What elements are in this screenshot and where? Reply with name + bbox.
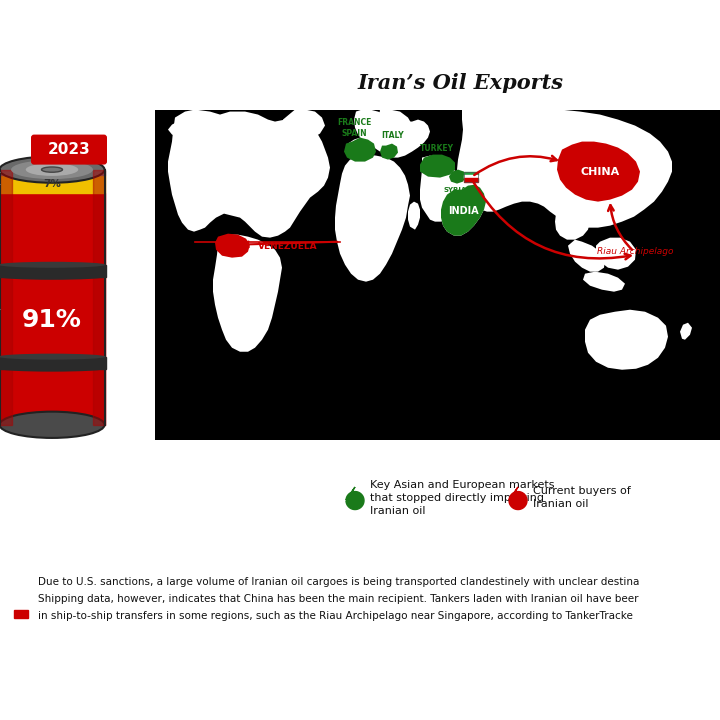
Polygon shape bbox=[378, 109, 412, 140]
Polygon shape bbox=[168, 122, 188, 137]
Polygon shape bbox=[568, 240, 605, 271]
Polygon shape bbox=[557, 142, 640, 202]
Text: nian exports, in contrast to periods without sanctions: nian exports, in contrast to periods wit… bbox=[4, 14, 532, 32]
Bar bbox=[155, 109, 720, 440]
Text: Riau Archipelago: Riau Archipelago bbox=[597, 247, 673, 256]
Polygon shape bbox=[464, 171, 478, 175]
Polygon shape bbox=[346, 487, 364, 510]
Polygon shape bbox=[215, 234, 250, 258]
Polygon shape bbox=[583, 271, 625, 292]
Polygon shape bbox=[464, 175, 478, 179]
Polygon shape bbox=[360, 122, 376, 138]
Polygon shape bbox=[0, 192, 104, 425]
Text: TURKEY: TURKEY bbox=[420, 143, 454, 153]
Polygon shape bbox=[596, 238, 636, 270]
Polygon shape bbox=[441, 184, 486, 235]
Text: 7%: 7% bbox=[43, 179, 61, 189]
Text: INDIA: INDIA bbox=[448, 206, 478, 215]
Polygon shape bbox=[354, 109, 430, 158]
Polygon shape bbox=[380, 143, 398, 160]
Polygon shape bbox=[335, 155, 410, 282]
Polygon shape bbox=[509, 487, 527, 510]
Ellipse shape bbox=[0, 274, 106, 280]
Text: FRANCE
SPAIN: FRANCE SPAIN bbox=[337, 118, 372, 138]
Polygon shape bbox=[408, 202, 420, 230]
Bar bbox=[464, 171, 478, 181]
Polygon shape bbox=[0, 265, 106, 276]
Ellipse shape bbox=[0, 354, 106, 360]
Polygon shape bbox=[213, 235, 282, 352]
Text: Current buyers of
Iranian oil: Current buyers of Iranian oil bbox=[533, 486, 631, 510]
Text: in ship-to-ship transfers in some regions, such as the Riau Archipelago near Sin: in ship-to-ship transfers in some region… bbox=[38, 611, 633, 621]
Polygon shape bbox=[348, 138, 370, 160]
Ellipse shape bbox=[0, 156, 104, 183]
Text: Shipping data, however, indicates that China has been the main recipient. Tanker: Shipping data, however, indicates that C… bbox=[38, 594, 639, 604]
Ellipse shape bbox=[0, 262, 106, 268]
Polygon shape bbox=[464, 179, 478, 181]
Polygon shape bbox=[680, 323, 692, 340]
FancyBboxPatch shape bbox=[31, 135, 107, 165]
Polygon shape bbox=[420, 156, 465, 222]
Text: SYRIA: SYRIA bbox=[444, 186, 467, 193]
Text: 91%: 91% bbox=[22, 308, 82, 333]
Polygon shape bbox=[0, 170, 104, 175]
Ellipse shape bbox=[0, 366, 106, 372]
Polygon shape bbox=[0, 175, 104, 192]
Text: Due to U.S. sanctions, a large volume of Iranian oil cargoes is being transporte: Due to U.S. sanctions, a large volume of… bbox=[38, 577, 639, 587]
Polygon shape bbox=[449, 170, 466, 184]
Ellipse shape bbox=[0, 412, 104, 438]
Text: 2023: 2023 bbox=[48, 142, 91, 157]
Text: CHINA: CHINA bbox=[580, 166, 620, 176]
Polygon shape bbox=[344, 138, 376, 161]
Polygon shape bbox=[422, 109, 672, 228]
Polygon shape bbox=[283, 109, 325, 142]
Polygon shape bbox=[555, 204, 590, 240]
Polygon shape bbox=[92, 170, 104, 425]
Polygon shape bbox=[635, 186, 645, 197]
Polygon shape bbox=[0, 356, 106, 369]
Text: Key Asian and European markets
that stopped directly importing
Iranian oil: Key Asian and European markets that stop… bbox=[370, 480, 554, 516]
Polygon shape bbox=[14, 610, 28, 618]
Ellipse shape bbox=[42, 167, 63, 172]
Polygon shape bbox=[441, 184, 486, 235]
Polygon shape bbox=[168, 109, 330, 238]
Text: VENEZUELA: VENEZUELA bbox=[258, 242, 318, 251]
Ellipse shape bbox=[11, 160, 93, 179]
Text: ITALY: ITALY bbox=[382, 130, 405, 140]
Polygon shape bbox=[0, 170, 12, 425]
Text: Iran’s Oil Exports: Iran’s Oil Exports bbox=[357, 73, 563, 93]
Polygon shape bbox=[585, 310, 668, 370]
Polygon shape bbox=[420, 155, 455, 178]
Polygon shape bbox=[645, 184, 658, 197]
Ellipse shape bbox=[26, 163, 78, 176]
